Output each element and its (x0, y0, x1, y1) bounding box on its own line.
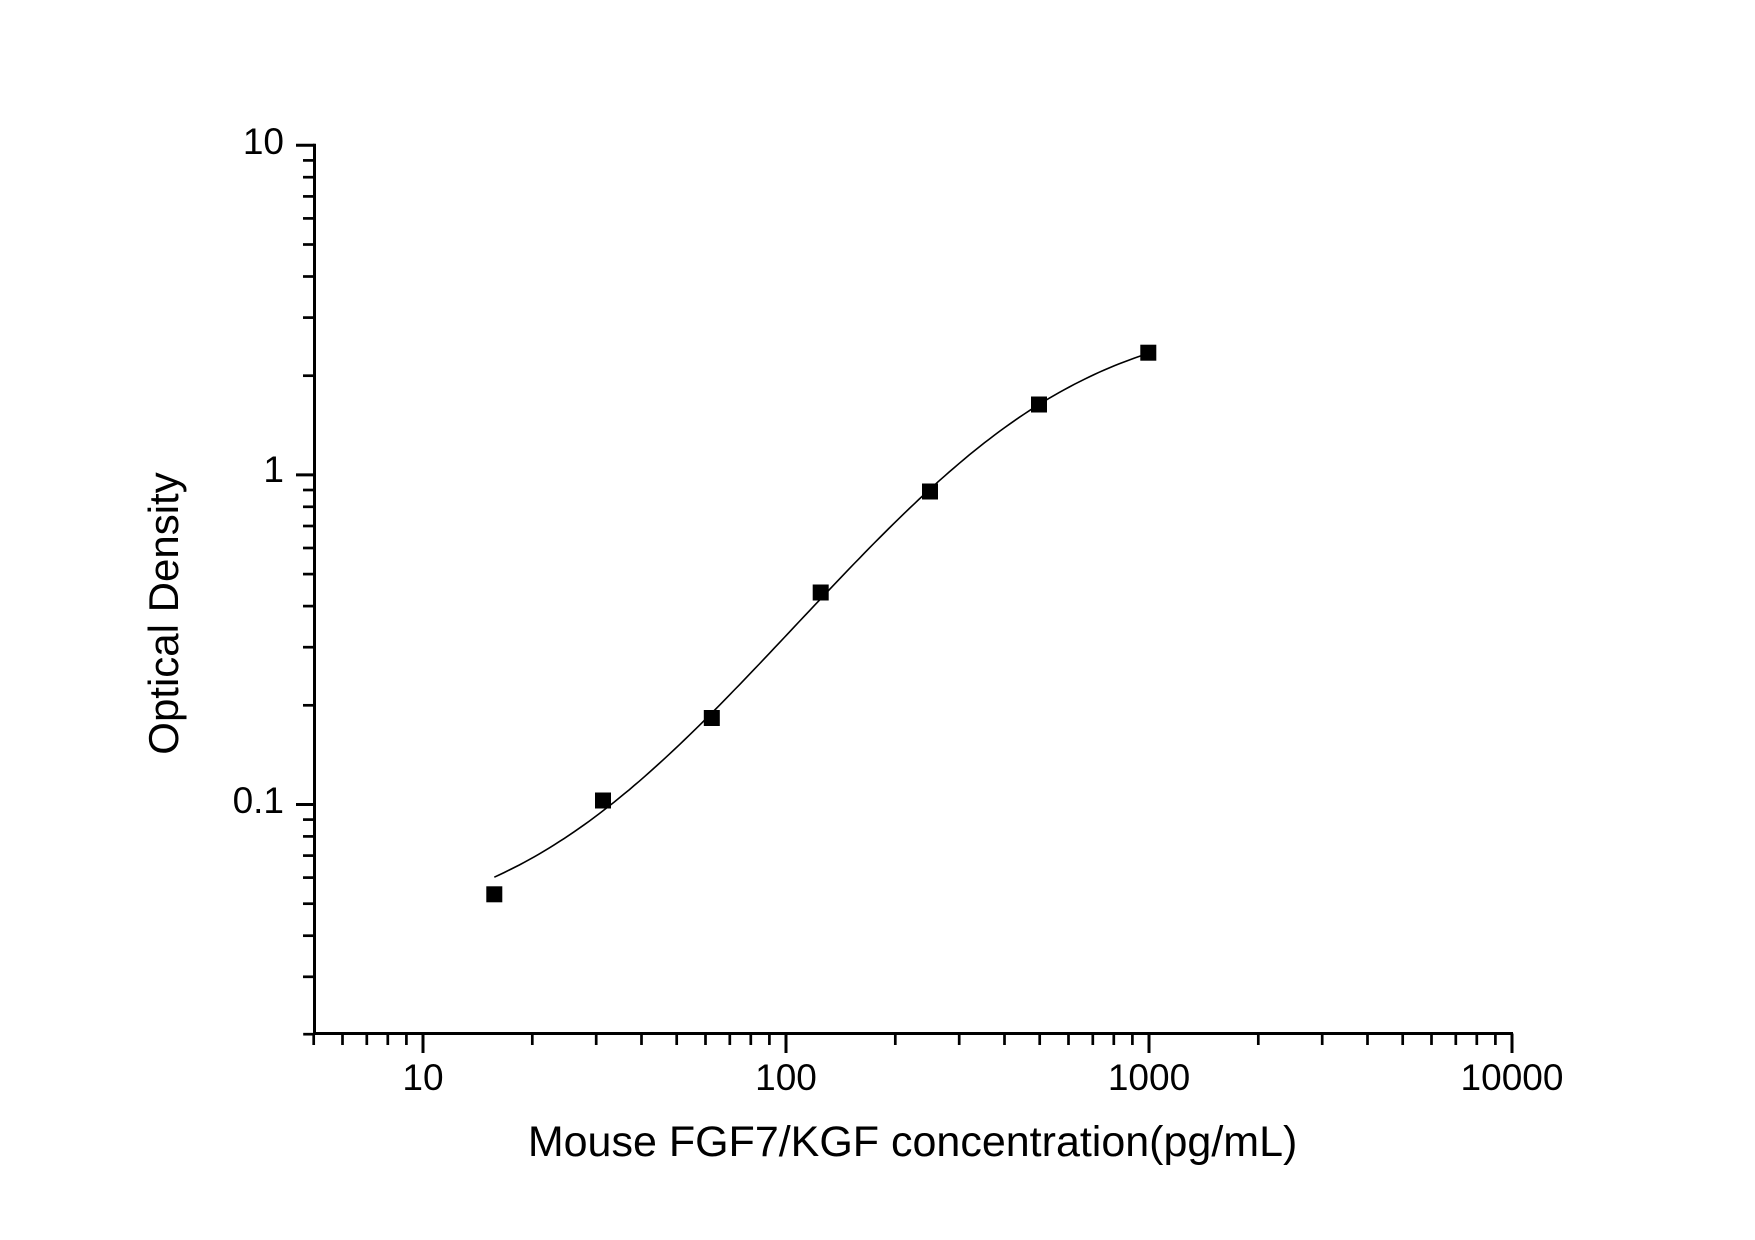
svg-text:10000: 10000 (1461, 1057, 1564, 1098)
svg-text:1000: 1000 (1108, 1057, 1190, 1098)
svg-text:10: 10 (402, 1057, 443, 1098)
svg-text:0.1: 0.1 (233, 780, 284, 821)
svg-text:10: 10 (243, 121, 284, 162)
svg-text:1: 1 (263, 449, 284, 490)
svg-text:100: 100 (755, 1057, 817, 1098)
svg-text:Optical Density: Optical Density (140, 472, 187, 754)
svg-text:Mouse FGF7/KGF concentration(p: Mouse FGF7/KGF concentration(pg/mL) (528, 1118, 1298, 1166)
